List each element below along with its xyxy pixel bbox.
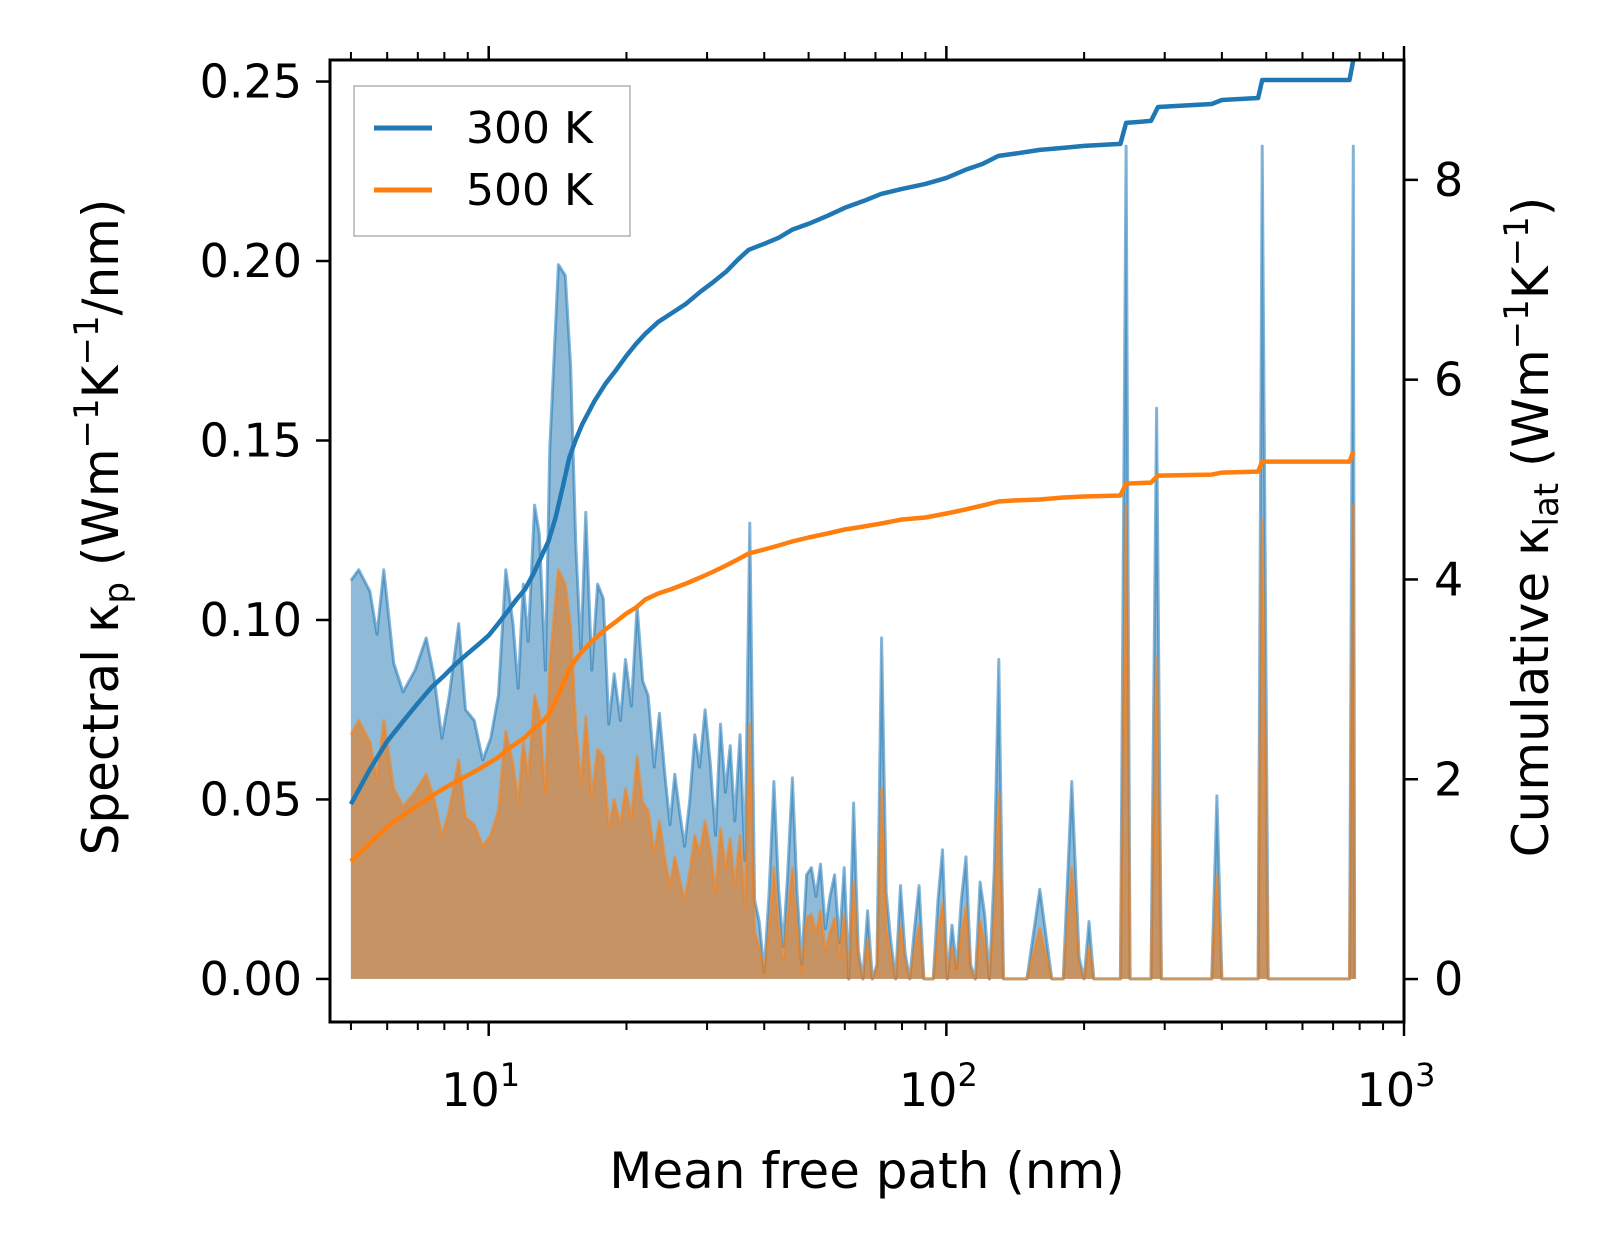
y-right-title-prefix: Cumulative κ — [1502, 526, 1560, 857]
spectral-line-layer — [349, 144, 1357, 981]
spectral-fill-500k — [350, 505, 1355, 979]
x-tick-exp: 3 — [1415, 1056, 1435, 1094]
y-left-tick-label: 0.00 — [200, 952, 302, 1006]
y-left-title-mid: (Wm — [72, 448, 130, 582]
y-right-title-sup2: −1 — [1497, 216, 1537, 266]
y-left-tick-label: 0.20 — [200, 234, 302, 288]
x-tick-label: 103 — [1357, 1056, 1436, 1117]
cumulative-line-300k — [348, 59, 1356, 806]
x-axis-title: Mean free path (nm) — [609, 1142, 1125, 1200]
x-tick-base: 10 — [899, 1063, 958, 1117]
legend-box — [353, 85, 631, 237]
x-tick-label: 101 — [441, 1056, 520, 1117]
y-left-tick-label: 0.05 — [200, 772, 302, 826]
x-tick-base: 10 — [1357, 1063, 1416, 1117]
y-right-tick-label: 0 — [1434, 952, 1463, 1006]
y-left-title-prefix: Spectral κ — [72, 604, 130, 856]
legend-label-300k: 300 K — [466, 103, 594, 154]
y-left-tick-label: 0.10 — [200, 593, 302, 647]
x-tick-base: 10 — [441, 1063, 500, 1117]
spectral-line-300k — [349, 144, 1357, 981]
y-left-title-suffix: /nm) — [72, 199, 130, 316]
cumulative-line-layer — [348, 59, 1356, 863]
x-tick-label: 102 — [899, 1056, 978, 1117]
spectral-line-500k — [349, 503, 1357, 981]
x-tick-exp: 1 — [500, 1056, 520, 1094]
y-right-title-sup1: −1 — [1497, 299, 1537, 349]
y-right-title-sub: lat — [1527, 483, 1567, 527]
y-right-tick-label: 6 — [1434, 353, 1463, 407]
y-right-title-suffix: ) — [1502, 197, 1560, 217]
x-tick-exp: 2 — [957, 1056, 977, 1094]
y-left-title-mid2: K — [72, 364, 130, 398]
y-right-tick-label: 4 — [1434, 552, 1463, 606]
legend: 300 K 500 K — [353, 85, 631, 237]
y-right-title-mid: (Wm — [1502, 349, 1560, 483]
spectral-fill-layer — [350, 146, 1355, 979]
y-left-title-sup2: −1 — [67, 315, 107, 365]
plot-frame — [328, 58, 1406, 1024]
y-left-axis-title: Spectral κp (Wm−1K−1/nm) — [67, 199, 137, 856]
legend-label-500k: 500 K — [466, 165, 594, 216]
y-left-title-sub: p — [97, 582, 137, 604]
y-right-title-mid2: K — [1502, 265, 1560, 299]
y-left-title-sup1: −1 — [67, 398, 107, 448]
cumulative-line-500k — [349, 450, 1356, 863]
y-left-tick-label: 0.15 — [200, 413, 302, 467]
y-right-axis-title: Cumulative κlat (Wm−1K−1) — [1497, 197, 1567, 857]
y-left-tick-label: 0.25 — [200, 55, 302, 109]
tick-layer — [316, 46, 1418, 1036]
y-right-tick-label: 8 — [1434, 153, 1463, 207]
y-right-tick-label: 2 — [1434, 752, 1463, 806]
